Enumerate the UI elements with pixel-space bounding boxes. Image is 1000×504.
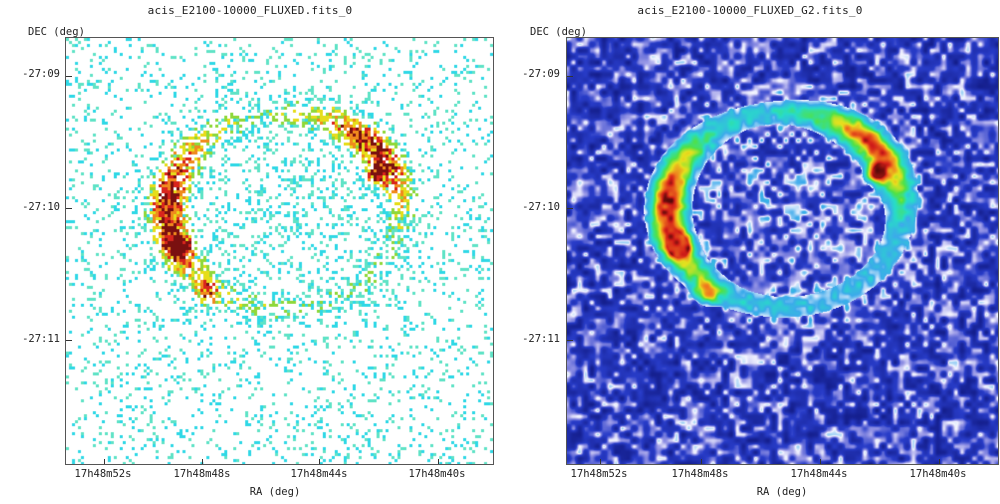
x-tick-label: 17h48m40s [909,468,967,480]
y-tick-label: -27:11 [522,333,560,345]
x-tick-label: 17h48m44s [790,468,848,480]
y-axis-label: DEC (deg) [530,26,587,38]
x-tick-label: 17h48m52s [570,468,628,480]
y-tick-label: -27:09 [522,68,560,80]
y-tick-mark [66,76,72,77]
x-axis-label: RA (deg) [756,486,808,498]
y-tick-label: -27:10 [522,201,560,213]
x-tick-label: 17h48m48s [671,468,729,480]
x-tick-mark [600,459,601,464]
x-tick-label: 17h48m40s [408,468,466,480]
left-image-panel: acis_E2100-10000_FLUXED.fits_0 DEC (deg)… [22,4,494,498]
y-tick-label: -27:09 [22,68,60,80]
smoothed-image-canvas [567,38,998,464]
x-tick-label: 17h48m48s [173,468,231,480]
y-tick-label: -27:10 [22,201,60,213]
x-tick-mark [202,459,203,464]
x-tick-mark [701,459,702,464]
y-tick-mark [567,76,573,77]
x-tick-mark [104,459,105,464]
y-tick-label: -27:11 [22,333,60,345]
y-axis-label: DEC (deg) [28,26,85,38]
right-image-panel: acis_E2100-10000_FLUXED_G2.fits_0 DEC (d… [500,0,1000,504]
y-tick-mark [567,340,573,341]
counts-image-canvas [66,38,493,464]
counts-image[interactable] [65,37,494,465]
panel-title: acis_E2100-10000_FLUXED_G2.fits_0 [637,4,863,17]
x-tick-label: 17h48m52s [74,468,132,480]
x-tick-mark [939,459,940,464]
x-axis-label: RA (deg) [249,486,301,498]
x-tick-mark [820,459,821,464]
y-tick-mark [66,208,72,209]
x-tick-label: 17h48m44s [290,468,348,480]
panel-title: acis_E2100-10000_FLUXED.fits_0 [147,4,353,17]
x-tick-mark [438,459,439,464]
y-tick-mark [567,208,573,209]
smoothed-image[interactable] [566,37,999,465]
y-tick-mark [66,340,72,341]
x-tick-mark [319,459,320,464]
